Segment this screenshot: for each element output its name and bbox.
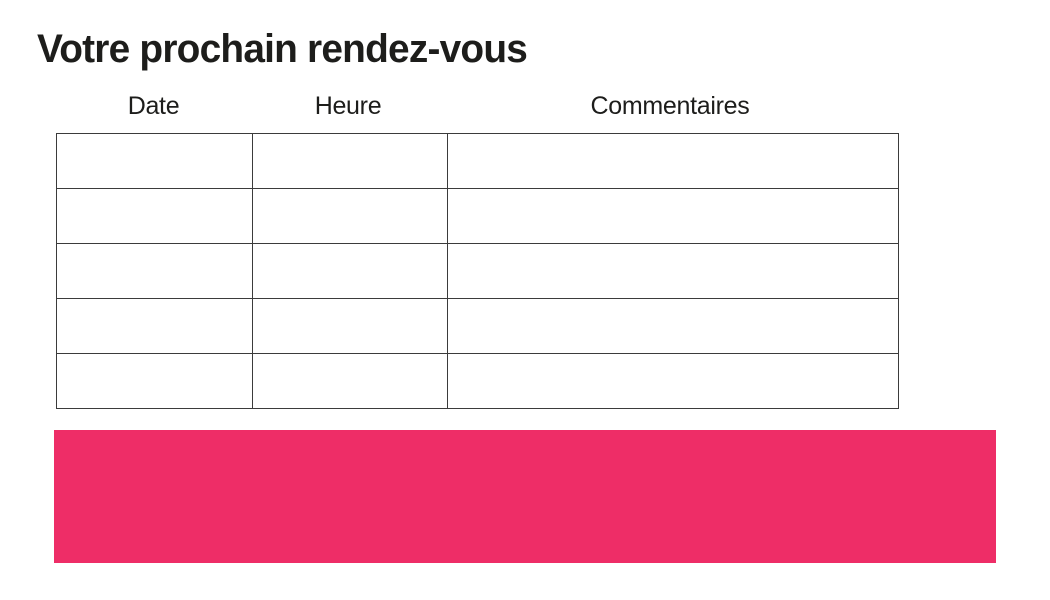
appointments-table-body — [56, 133, 899, 409]
table-cell — [56, 298, 253, 354]
table-cell — [252, 298, 448, 354]
table-row — [56, 243, 899, 299]
table-cell — [447, 298, 899, 354]
table-cell — [252, 243, 448, 299]
page-title: Votre prochain rendez-vous — [37, 27, 528, 71]
column-header-date: Date — [127, 92, 180, 120]
table-row — [56, 133, 899, 189]
table-cell — [447, 188, 899, 244]
table-header-row: Date Heure Commentaires — [56, 92, 895, 121]
table-cell — [252, 188, 448, 244]
table-cell — [252, 133, 448, 189]
column-header-heure: Heure — [314, 92, 382, 120]
column-header-commentaires: Commentaires — [590, 92, 750, 120]
table-cell — [447, 243, 899, 299]
highlight-banner — [54, 430, 996, 563]
table-cell — [56, 243, 253, 299]
table-row — [56, 298, 899, 354]
table-cell — [252, 353, 448, 409]
table-cell — [447, 353, 899, 409]
table-cell — [56, 188, 253, 244]
table-cell — [447, 133, 899, 189]
table-row — [56, 353, 899, 409]
table-row — [56, 188, 899, 244]
table-cell — [56, 353, 253, 409]
appointments-table — [56, 133, 899, 409]
table-cell — [56, 133, 253, 189]
